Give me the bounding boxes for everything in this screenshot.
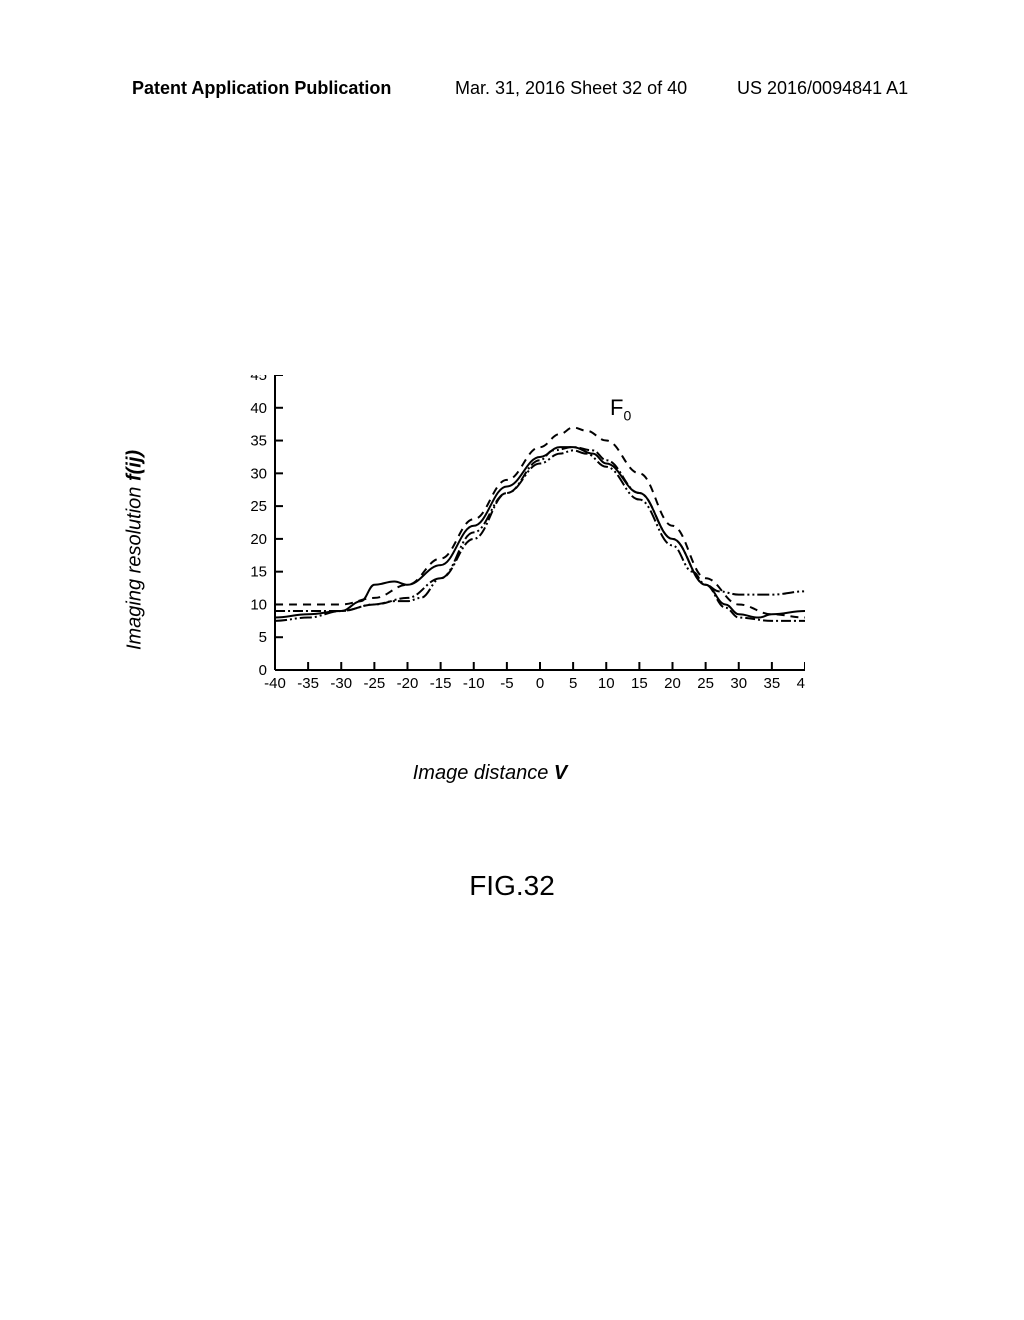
svg-text:40: 40 [797,675,805,692]
svg-text:20: 20 [664,675,681,692]
header-left: Patent Application Publication [132,78,391,99]
svg-text:40: 40 [250,400,267,417]
svg-text:0: 0 [259,662,267,679]
svg-text:-35: -35 [297,675,319,692]
svg-text:10: 10 [598,675,615,692]
header-center: Mar. 31, 2016 Sheet 32 of 40 [455,78,687,99]
svg-text:-40: -40 [264,675,286,692]
svg-text:-10: -10 [463,675,485,692]
resolution-chart: Imaging resolution f(ij) Image distance … [175,375,805,725]
svg-text:30: 30 [250,465,267,482]
svg-text:-5: -5 [500,675,513,692]
svg-text:35: 35 [764,675,781,692]
svg-text:25: 25 [697,675,714,692]
svg-text:15: 15 [250,564,267,581]
svg-text:5: 5 [569,675,577,692]
figure-label: FIG.32 [469,870,555,902]
svg-text:45: 45 [250,375,267,384]
svg-text:5: 5 [259,629,267,646]
svg-text:20: 20 [250,531,267,548]
header-right: US 2016/0094841 A1 [737,78,908,99]
y-axis-label: Imaging resolution f(ij) [124,450,147,650]
chart-svg: -40 -35 -30 -25 -20 -15 -10 -5 0 5 10 15 20 25 30 35 40 0… [175,375,805,725]
svg-text:-30: -30 [330,675,352,692]
x-axis-label: Image distance V [413,762,568,785]
svg-text:10: 10 [250,596,267,613]
svg-text:-15: -15 [430,675,452,692]
svg-text:0: 0 [536,675,544,692]
svg-text:-25: -25 [364,675,386,692]
f0-annotation: F0 [610,395,631,423]
svg-text:15: 15 [631,675,648,692]
svg-text:25: 25 [250,498,267,515]
svg-text:-20: -20 [397,675,419,692]
svg-text:30: 30 [730,675,747,692]
svg-text:35: 35 [250,433,267,450]
